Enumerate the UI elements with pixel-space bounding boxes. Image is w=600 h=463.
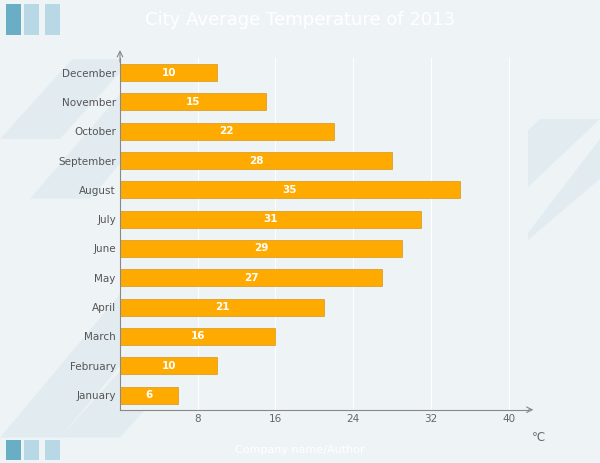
Text: 16: 16 <box>190 332 205 341</box>
Polygon shape <box>30 59 210 199</box>
Bar <box>120 269 382 286</box>
Text: City Average Temperature of 2013: City Average Temperature of 2013 <box>145 11 455 29</box>
Bar <box>120 181 460 198</box>
Text: 10: 10 <box>161 361 176 371</box>
Bar <box>120 240 402 257</box>
Bar <box>120 387 178 404</box>
Text: 22: 22 <box>220 126 234 136</box>
Text: 6: 6 <box>146 390 153 400</box>
Text: Company name/Author: Company name/Author <box>235 445 365 455</box>
Bar <box>24 4 39 35</box>
Text: 27: 27 <box>244 273 259 283</box>
Bar <box>45 440 60 460</box>
Bar <box>6 440 21 460</box>
Bar <box>24 440 39 460</box>
Bar <box>6 4 21 35</box>
Bar <box>120 152 392 169</box>
Bar <box>120 328 275 345</box>
Bar <box>120 211 421 228</box>
Polygon shape <box>0 59 132 139</box>
Text: 31: 31 <box>263 214 278 224</box>
Text: 21: 21 <box>215 302 229 312</box>
Bar <box>120 94 266 110</box>
Bar <box>45 4 60 35</box>
Polygon shape <box>330 119 600 318</box>
Bar <box>120 123 334 140</box>
Text: 35: 35 <box>283 185 297 195</box>
Text: ℃: ℃ <box>532 431 545 444</box>
Bar <box>120 64 217 81</box>
Polygon shape <box>60 238 300 438</box>
Bar <box>120 299 324 316</box>
Text: 15: 15 <box>185 97 200 107</box>
Polygon shape <box>390 139 600 358</box>
Bar <box>120 357 217 374</box>
Text: 28: 28 <box>249 156 263 165</box>
Text: 10: 10 <box>161 68 176 77</box>
Text: 29: 29 <box>254 244 268 253</box>
Polygon shape <box>0 258 210 438</box>
